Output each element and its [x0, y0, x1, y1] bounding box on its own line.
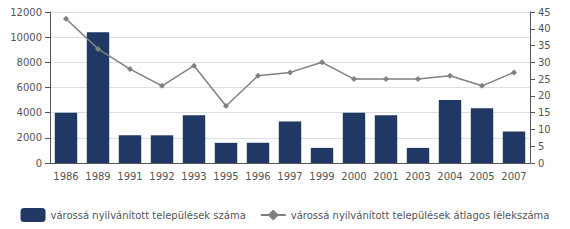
svg-text:1989: 1989: [85, 171, 110, 182]
svg-text:0: 0: [538, 158, 544, 169]
svg-text:várossá nyilvánított település: várossá nyilvánított települések átlagos…: [291, 210, 550, 221]
svg-text:2005: 2005: [469, 171, 494, 182]
svg-text:45: 45: [538, 7, 551, 18]
svg-text:2003: 2003: [405, 171, 430, 182]
svg-text:5: 5: [538, 141, 544, 152]
svg-text:várossá nyilvánított település: várossá nyilvánított települések száma: [51, 210, 246, 221]
svg-text:1992: 1992: [149, 171, 174, 182]
svg-text:2001: 2001: [373, 171, 398, 182]
svg-text:20: 20: [538, 90, 551, 101]
svg-text:40: 40: [538, 23, 551, 34]
svg-text:1999: 1999: [309, 171, 334, 182]
svg-text:1996: 1996: [245, 171, 270, 182]
svg-text:15: 15: [538, 107, 551, 118]
svg-text:4000: 4000: [17, 107, 42, 118]
svg-text:10000: 10000: [10, 32, 42, 43]
svg-text:1986: 1986: [53, 171, 78, 182]
svg-text:30: 30: [538, 57, 551, 68]
svg-text:1995: 1995: [213, 171, 238, 182]
svg-text:2007: 2007: [501, 171, 526, 182]
svg-text:6000: 6000: [17, 82, 42, 93]
svg-text:2000: 2000: [341, 171, 366, 182]
svg-text:0: 0: [36, 158, 42, 169]
svg-text:12000: 12000: [10, 7, 42, 18]
svg-text:1997: 1997: [277, 171, 302, 182]
svg-text:35: 35: [538, 40, 551, 51]
svg-text:25: 25: [538, 74, 551, 85]
svg-text:1993: 1993: [181, 171, 206, 182]
svg-text:1991: 1991: [117, 171, 142, 182]
svg-text:8000: 8000: [17, 57, 42, 68]
svg-text:10: 10: [538, 124, 551, 135]
svg-text:2004: 2004: [437, 171, 462, 182]
svg-text:2000: 2000: [17, 132, 42, 143]
